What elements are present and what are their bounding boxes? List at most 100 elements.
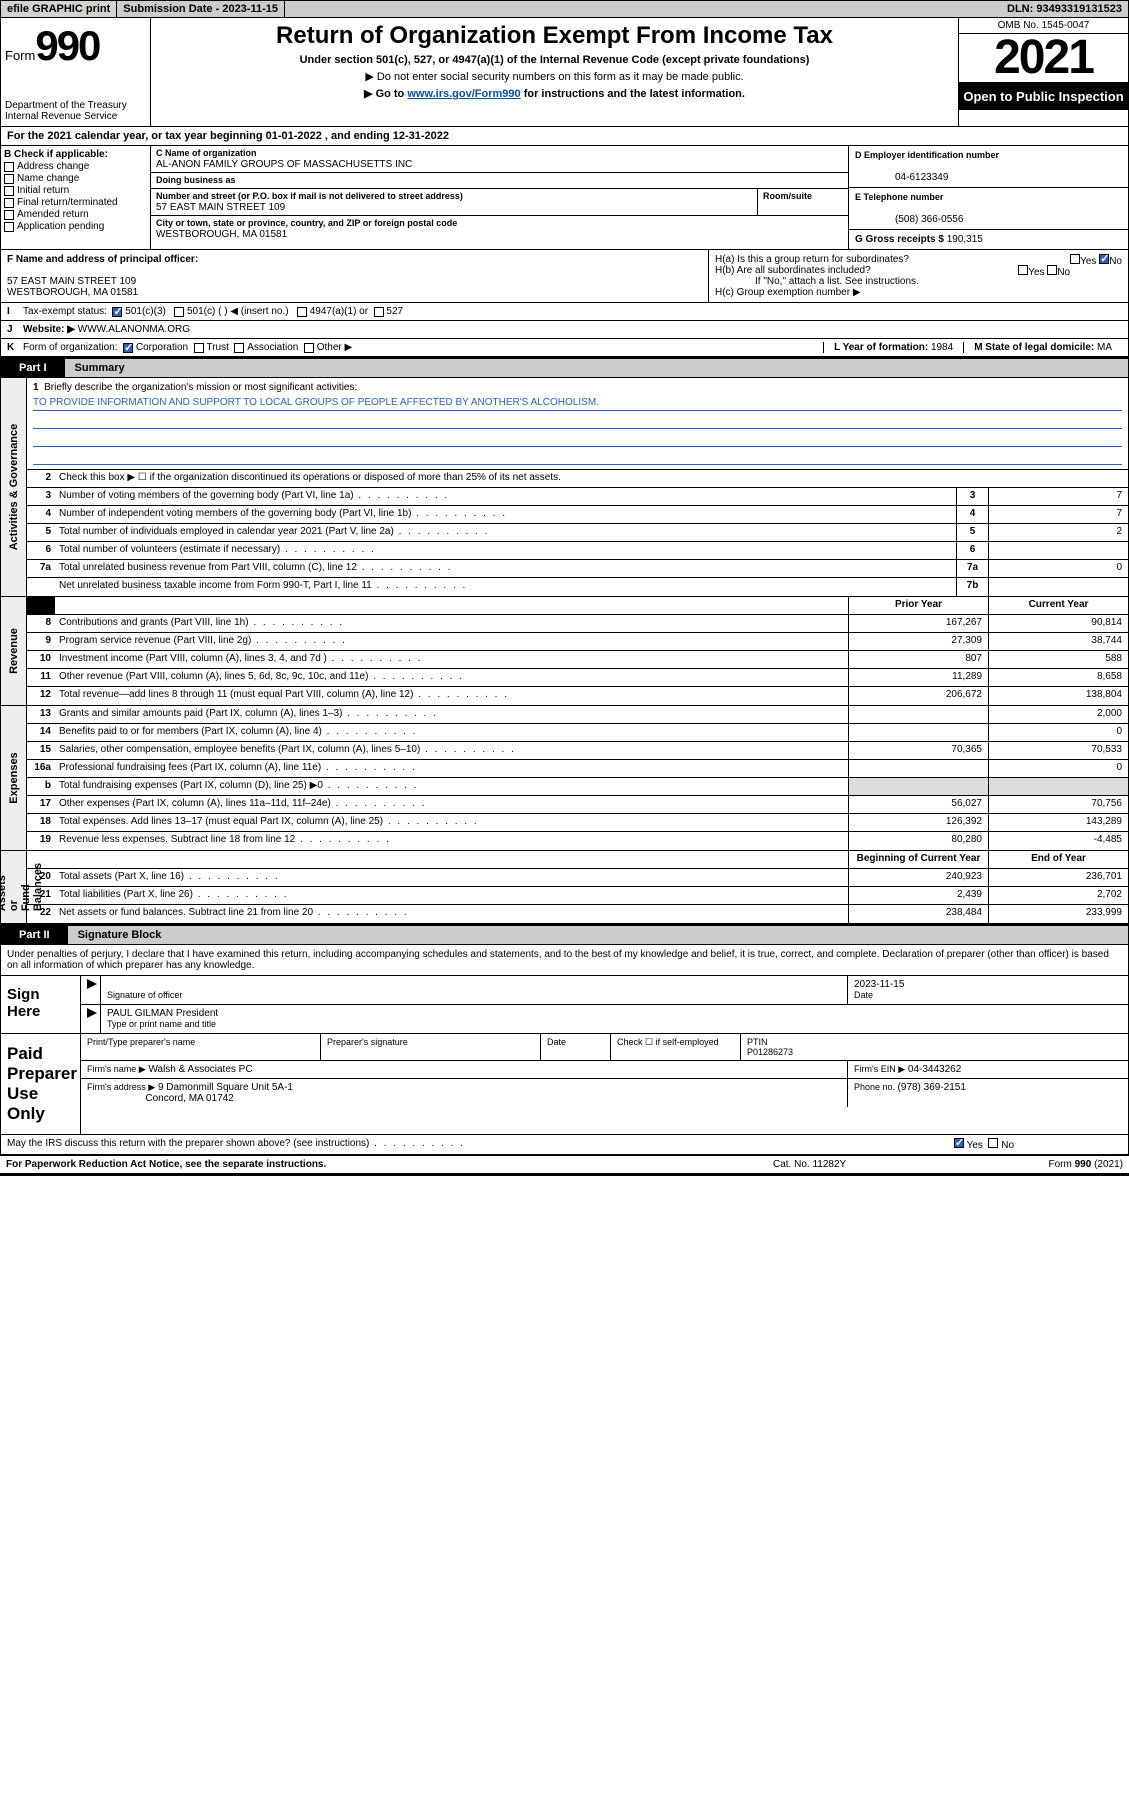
col-d-ein-phone: D Employer identification number 04-6123…: [848, 146, 1128, 249]
form-org-label: Form of organization:: [23, 342, 118, 353]
table-row: 13Grants and similar amounts paid (Part …: [27, 706, 1128, 724]
dln-value: 93493319131523: [1036, 3, 1122, 15]
preparer-name-label: Print/Type preparer's name: [81, 1034, 321, 1060]
year-formation: L Year of formation: 1984: [823, 342, 963, 353]
line-2-text: Check this box ▶ ☐ if the organization d…: [55, 470, 1128, 487]
opt-corp: Corporation: [136, 342, 188, 353]
discuss-text: May the IRS discuss this return with the…: [1, 1135, 948, 1154]
firm-ein-cell: Firm's EIN ▶ 04-3443262: [848, 1061, 1128, 1078]
table-row: 21Total liabilities (Part X, line 26)2,4…: [27, 887, 1128, 905]
table-row: 4Number of independent voting members of…: [27, 506, 1128, 524]
gross-value: 190,315: [947, 234, 983, 245]
checkbox-icon[interactable]: [1018, 265, 1028, 275]
table-row: 10Investment income (Part VIII, column (…: [27, 651, 1128, 669]
table-row: 7aTotal unrelated business revenue from …: [27, 560, 1128, 578]
chk-527[interactable]: [374, 307, 384, 317]
preparer-sig-label: Preparer's signature: [321, 1034, 541, 1060]
gross-receipts-cell: G Gross receipts $ 190,315: [849, 230, 1128, 249]
sign-here-label: Sign Here: [1, 976, 81, 1033]
chk-assoc[interactable]: [234, 343, 244, 353]
ptin-cell: PTINP01286273: [741, 1034, 1128, 1060]
line-j-website: J Website: ▶ WWW.ALANONMA.ORG: [0, 321, 1129, 339]
street-value: 57 EAST MAIN STREET 109: [156, 202, 285, 213]
checkbox-icon: [4, 198, 14, 208]
preparer-date-label: Date: [541, 1034, 611, 1060]
irs-link[interactable]: www.irs.gov/Form990: [407, 88, 520, 100]
triangle-icon: [87, 1008, 97, 1018]
chk-address-change[interactable]: Address change: [4, 161, 147, 172]
topbar: efile GRAPHIC print Submission Date - 20…: [0, 0, 1129, 18]
gross-label: G Gross receipts $: [855, 234, 947, 245]
checkbox-icon[interactable]: [1047, 265, 1057, 275]
table-row: 11Other revenue (Part VIII, column (A), …: [27, 669, 1128, 687]
city-value: WESTBOROUGH, MA 01581: [156, 229, 287, 240]
opt-other: Other ▶: [317, 342, 352, 353]
opt-trust: Trust: [206, 342, 228, 353]
line-a: For the 2021 calendar year, or tax year …: [0, 127, 1129, 146]
vtab-revenue: Revenue: [1, 597, 27, 705]
chk-final-return[interactable]: Final return/terminated: [4, 197, 147, 208]
checkbox-icon: [4, 210, 14, 220]
phone-cell: E Telephone number (508) 366-0556: [849, 188, 1128, 230]
line-i-lead: I: [7, 306, 23, 317]
sign-here-row: Sign Here Signature of officer 2023-11-1…: [1, 975, 1128, 1033]
chk-yes[interactable]: [954, 1138, 964, 1148]
line-k-l-m: K Form of organization: Corporation Trus…: [0, 339, 1129, 359]
dept-treasury: Department of the Treasury Internal Reve…: [5, 100, 146, 122]
org-name: AL-ANON FAMILY GROUPS OF MASSACHUSETTS I…: [156, 159, 412, 170]
chk-amended[interactable]: Amended return: [4, 209, 147, 220]
city-cell: City or town, state or province, country…: [151, 216, 848, 242]
dba-cell: Doing business as: [151, 173, 848, 189]
officer-sig-cell[interactable]: Signature of officer: [101, 976, 848, 1004]
checkbox-icon: [4, 162, 14, 172]
discuss-yn: Yes No: [948, 1135, 1128, 1154]
org-info-block: B Check if applicable: Address change Na…: [0, 146, 1129, 250]
chk-501c3[interactable]: [112, 307, 122, 317]
line-1-mission: 1 Briefly describe the organization's mi…: [27, 378, 1128, 470]
form-number: 990: [35, 22, 99, 70]
part-ii-num: Part II: [1, 926, 68, 944]
table-row: bTotal fundraising expenses (Part IX, co…: [27, 778, 1128, 796]
checkbox-checked-icon[interactable]: [1099, 254, 1109, 264]
officer-label: F Name and address of principal officer:: [7, 254, 198, 265]
chk-label: Amended return: [17, 209, 89, 220]
open-public-badge: Open to Public Inspection: [959, 82, 1128, 110]
chk-no[interactable]: [988, 1138, 998, 1148]
street-row: Number and street (or P.O. box if mail i…: [151, 189, 848, 216]
street-label: Number and street (or P.O. box if mail i…: [156, 191, 463, 201]
mission-blank-line: [33, 415, 1122, 429]
chk-initial-return[interactable]: Initial return: [4, 185, 147, 196]
line-j-lead: J: [7, 324, 23, 335]
sd-value: MA: [1097, 342, 1112, 353]
vtab-ag: Activities & Governance: [1, 378, 27, 596]
phone-label: Phone no.: [854, 1082, 898, 1092]
table-row: 6Total number of volunteers (estimate if…: [27, 542, 1128, 560]
checkbox-icon[interactable]: [1070, 254, 1080, 264]
table-row: 20Total assets (Part X, line 16)240,9232…: [27, 869, 1128, 887]
vtab-exp-label: Expenses: [8, 752, 20, 803]
chk-trust[interactable]: [194, 343, 204, 353]
chk-other[interactable]: [304, 343, 314, 353]
yf-label: L Year of formation:: [834, 342, 931, 353]
sig-intro-text: Under penalties of perjury, I declare th…: [1, 945, 1128, 975]
ein-cell: D Employer identification number 04-6123…: [849, 146, 1128, 188]
state-domicile: M State of legal domicile: MA: [963, 342, 1122, 353]
chk-4947[interactable]: [297, 307, 307, 317]
chk-corp[interactable]: [123, 343, 133, 353]
checkbox-icon: [4, 222, 14, 232]
chk-501c[interactable]: [174, 307, 184, 317]
vtab-ag-label: Activities & Governance: [8, 424, 20, 551]
efile-print-button[interactable]: efile GRAPHIC print: [1, 1, 117, 17]
chk-app-pending[interactable]: Application pending: [4, 221, 147, 232]
mission-blank-line: [33, 433, 1122, 447]
part-i-num: Part I: [1, 359, 65, 377]
checkbox-icon: [4, 186, 14, 196]
chk-name-change[interactable]: Name change: [4, 173, 147, 184]
form-title-block: Return of Organization Exempt From Incom…: [151, 18, 958, 126]
h-b-label: H(b) Are all subordinates included?: [715, 265, 871, 276]
suite-label: Room/suite: [763, 191, 812, 201]
tax-year: 2021: [959, 34, 1128, 82]
section-revenue: Revenue b Prior Year Current Year 8Contr…: [0, 597, 1129, 706]
h-c-row: H(c) Group exemption number ▶: [715, 287, 1122, 298]
ptin-label: PTIN: [747, 1037, 768, 1047]
